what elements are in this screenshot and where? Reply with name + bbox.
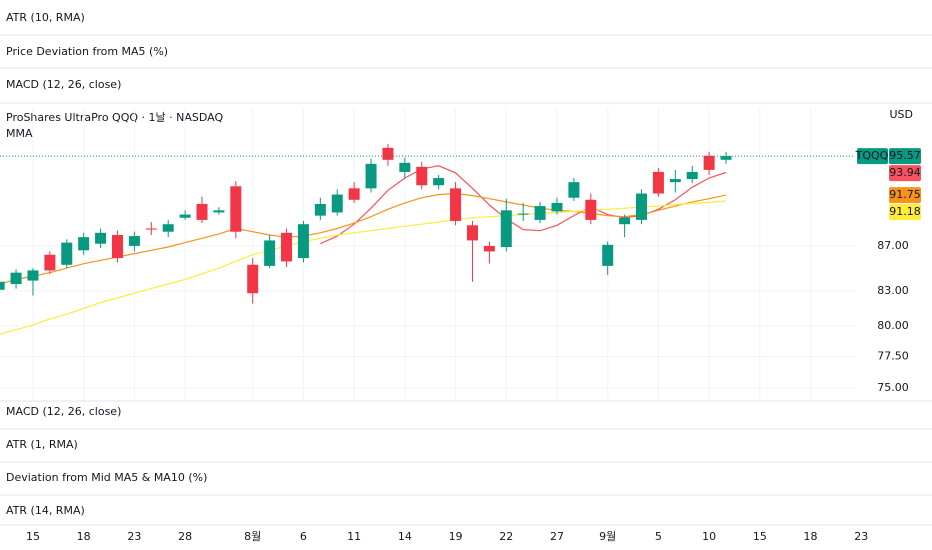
ma-tag: 91.75 <box>889 188 921 201</box>
candle-body <box>297 224 309 259</box>
x-tick-label: 15 <box>26 530 40 543</box>
x-tick-label: 9월 <box>599 530 616 543</box>
pane-label: MACD (12, 26, close) <box>6 78 121 91</box>
candle-body <box>365 163 377 189</box>
ma-tag: 93.94 <box>889 166 921 179</box>
x-tick-label: 5 <box>655 530 662 543</box>
candle-body <box>27 270 39 281</box>
x-tick-label: 15 <box>753 530 767 543</box>
y-tick-label: 83.00 <box>877 284 909 297</box>
x-tick-label: 27 <box>550 530 564 543</box>
candle-body <box>433 178 445 186</box>
x-tick-label: 23 <box>127 530 141 543</box>
x-tick-label: 8월 <box>244 530 261 543</box>
y-tick-label: 87.00 <box>877 239 909 252</box>
pane-label: Deviation from Mid MA5 & MA10 (%) <box>6 471 207 484</box>
candle-body <box>483 245 495 252</box>
candle-body <box>95 232 107 244</box>
candle-body <box>230 186 242 232</box>
x-tick-label: 19 <box>449 530 463 543</box>
price-tag: 95.57 <box>889 149 921 162</box>
candle-body <box>44 254 56 271</box>
candle-body <box>399 162 411 172</box>
candle-body <box>703 155 715 170</box>
x-tick-label: 22 <box>499 530 513 543</box>
price-tag-bg <box>889 148 921 165</box>
candle-body <box>10 272 22 285</box>
y-tick-label: 77.50 <box>877 349 909 362</box>
candle-body <box>196 203 208 220</box>
pane-label: Price Deviation from MA5 (%) <box>6 45 168 58</box>
y-tick-label: 80.00 <box>877 319 909 332</box>
candle-body <box>652 171 664 194</box>
candle-body <box>314 203 326 216</box>
ma-tag: 91.18 <box>889 205 921 218</box>
candle-body <box>213 210 225 213</box>
candle-body <box>247 264 259 294</box>
candle-body <box>331 194 343 213</box>
x-tick-label: 6 <box>300 530 307 543</box>
pane-label: ATR (10, RMA) <box>6 11 85 24</box>
chart-title: ProShares UltraPro QQQ · 1날 · NASDAQ <box>6 111 223 124</box>
symbol-tag-bg <box>857 148 888 165</box>
x-tick-label: 18 <box>77 530 91 543</box>
pane-label: ATR (1, RMA) <box>6 438 78 451</box>
x-tick-label: 28 <box>178 530 192 543</box>
candle-body <box>602 244 614 266</box>
candle-body <box>636 193 648 220</box>
ma-tag-bg <box>889 204 921 221</box>
candle-body <box>450 188 462 221</box>
pane-label: ATR (14, RMA) <box>6 504 85 517</box>
candle-body <box>264 240 276 266</box>
candle-body <box>686 171 698 180</box>
ma-tag-bg <box>889 187 921 204</box>
candle-body <box>128 236 140 246</box>
candle-body <box>179 214 191 218</box>
x-tick-label: 23 <box>854 530 868 543</box>
candle-body <box>281 232 293 262</box>
candle-body <box>517 213 529 215</box>
ma-line <box>320 165 727 245</box>
candle-body <box>416 166 428 186</box>
y-tick-label: 75.00 <box>877 381 909 394</box>
chart-subtitle: MMA <box>6 127 33 140</box>
x-tick-label: 14 <box>398 530 412 543</box>
candle-body <box>145 228 157 230</box>
x-tick-label: 18 <box>804 530 818 543</box>
ma-tag-bg <box>889 165 921 182</box>
candle-body <box>720 156 732 160</box>
candle-body <box>61 242 73 265</box>
currency: USD <box>889 108 913 121</box>
candle-body <box>78 237 90 251</box>
x-tick-label: 11 <box>347 530 361 543</box>
candle-body <box>382 147 394 160</box>
candle-body <box>568 182 580 198</box>
candle-body <box>162 224 174 232</box>
ma-line <box>0 200 727 335</box>
candle-body <box>111 234 123 259</box>
candle-body <box>585 199 597 220</box>
symbol-tag: TQQQ <box>855 149 889 162</box>
pane-label: MACD (12, 26, close) <box>6 405 121 418</box>
candle-body <box>466 225 478 241</box>
candle-body <box>500 210 512 248</box>
candle-body <box>551 202 563 212</box>
candle-body <box>619 217 631 225</box>
x-tick-label: 10 <box>702 530 716 543</box>
candle-body <box>348 188 360 200</box>
candle-body <box>534 206 546 220</box>
candle-body <box>669 179 681 183</box>
candle-body <box>0 281 5 290</box>
